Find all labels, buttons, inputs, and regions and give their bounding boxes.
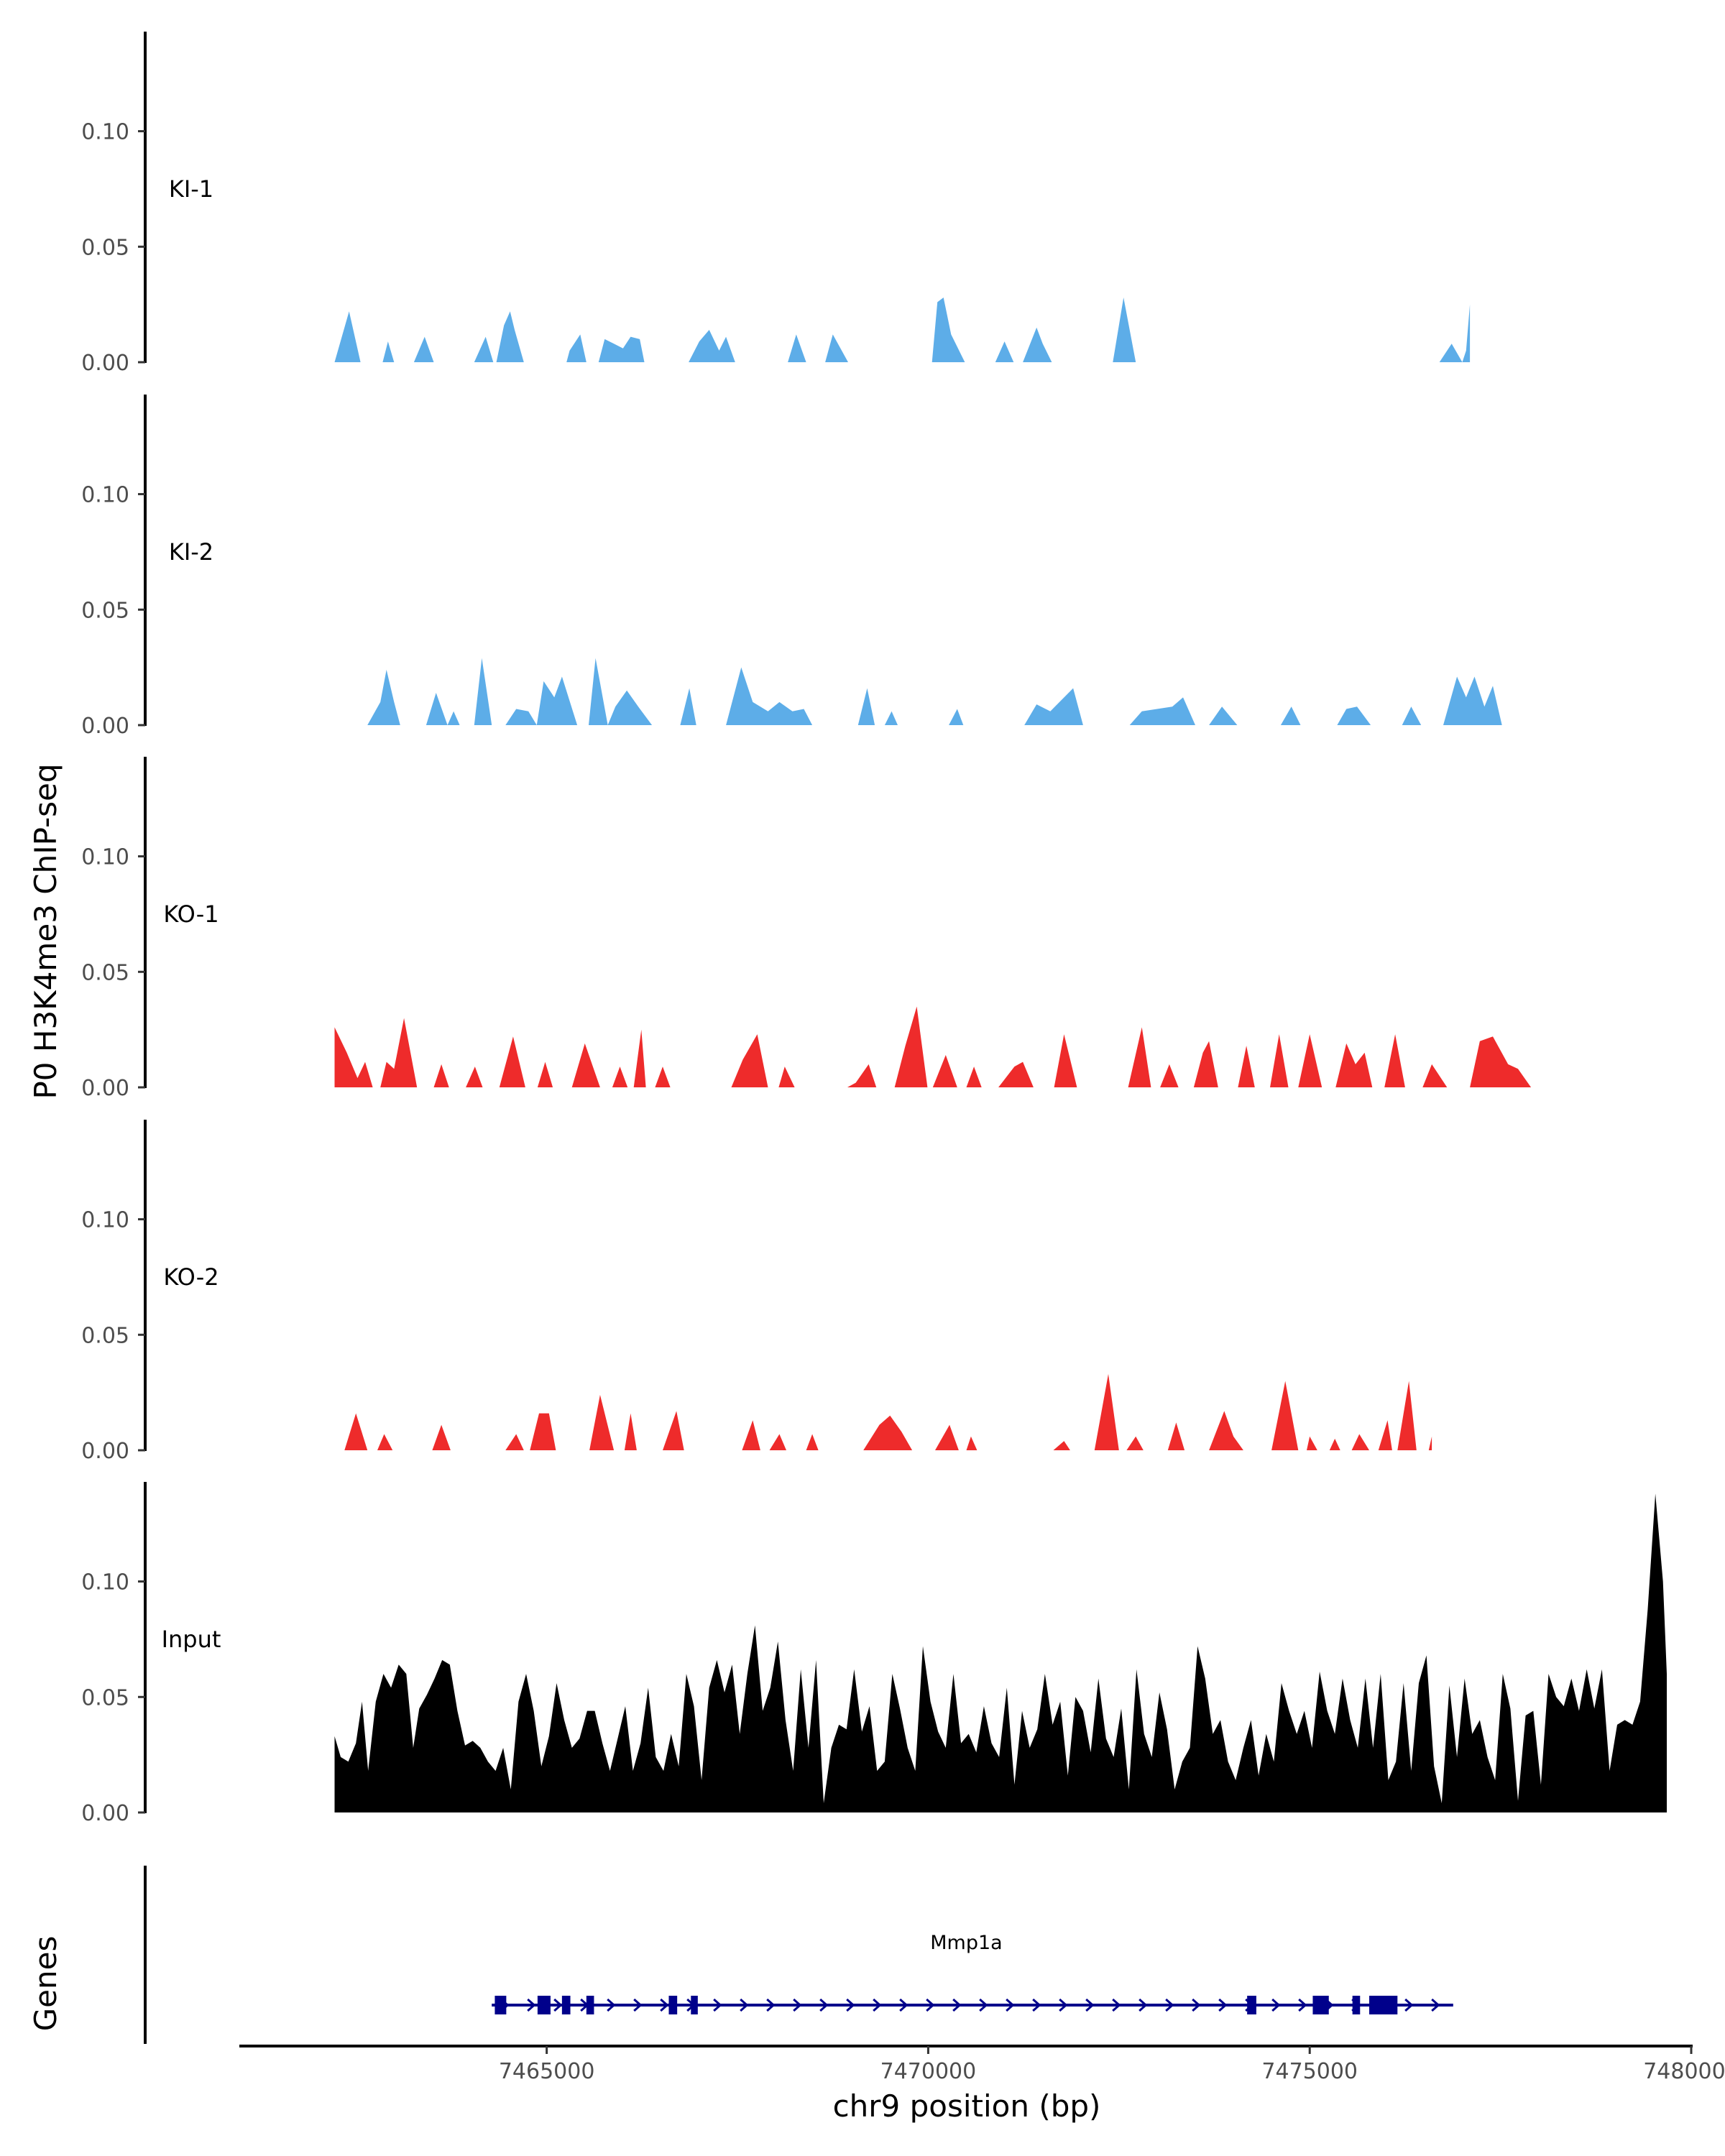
- gene-exon: [586, 1996, 594, 2014]
- strand-arrow: [1431, 1998, 1440, 2012]
- gene-exon: [494, 1996, 507, 2014]
- gene-exon: [668, 1996, 678, 2014]
- x-axis: 7465000 7470000 7475000 7480000: [239, 2045, 1725, 2084]
- y-tick-label: 0.10: [81, 483, 129, 508]
- y-tick-label: 0.00: [81, 714, 129, 739]
- strand-arrow: [952, 1998, 962, 2012]
- strand-arrow: [1271, 1998, 1281, 2012]
- x-tick-label: 7475000: [1261, 2059, 1358, 2084]
- y-tick-label: 0.00: [81, 351, 129, 376]
- track-4: 0.00 0.05 0.10 KO-2: [81, 1120, 1432, 1464]
- track-5: 0.00 0.05 0.10 Input: [81, 1482, 1667, 1826]
- strand-arrow: [846, 1998, 855, 2012]
- signal-area: [344, 1373, 1432, 1450]
- strand-arrow: [926, 1998, 935, 2012]
- track-label: KO-1: [163, 900, 218, 928]
- gene-annotation-panel: Mmp1a: [144, 1866, 1453, 2044]
- strand-arrow: [1298, 1998, 1307, 2012]
- y-tick-label: 0.10: [81, 1208, 129, 1233]
- strand-arrow: [1059, 1998, 1068, 2012]
- y-tick-label: 0.05: [81, 1685, 129, 1710]
- strand-arrow: [553, 1998, 563, 2012]
- y-tick-label: 0.05: [81, 1323, 129, 1348]
- strand-arrow: [766, 1998, 776, 2012]
- track-label: KO-2: [163, 1263, 218, 1291]
- strand-arrow: [793, 1998, 802, 2012]
- track-3: 0.00 0.05 0.10 KO-1: [81, 757, 1532, 1101]
- y-axis-title: P0 H3K4me3 ChIP-seq: [28, 763, 63, 1099]
- signal-tracks: 0.00 0.05 0.10 KI-1 0.00 0.05 0.10 KI-2 0.00 0.05…: [81, 32, 1667, 1826]
- strand-arrow: [1404, 1998, 1414, 2012]
- y-tick-label: 0.10: [81, 120, 129, 145]
- strand-arrow: [1192, 1998, 1201, 2012]
- strand-arrow: [1085, 1998, 1095, 2012]
- strand-arrow: [1006, 1998, 1015, 2012]
- strand-arrow: [899, 1998, 908, 2012]
- x-axis-title: chr9 position (bp): [833, 2088, 1101, 2124]
- gene-name-label: Mmp1a: [930, 1932, 1002, 1954]
- track-label: Input: [162, 1626, 221, 1653]
- strand-arrow: [819, 1998, 829, 2012]
- strand-arrow: [873, 1998, 882, 2012]
- gene-exon: [537, 1996, 551, 2014]
- y-tick-label: 0.05: [81, 598, 129, 623]
- strand-arrow: [1165, 1998, 1174, 2012]
- gene-exon: [1312, 1996, 1329, 2014]
- y-tick-label: 0.05: [81, 235, 129, 260]
- signal-area: [334, 1006, 1532, 1087]
- signal-area: [367, 658, 1502, 725]
- track-label: KI-2: [169, 538, 213, 566]
- y-tick-label: 0.00: [81, 1439, 129, 1464]
- y-tick-label: 0.05: [81, 960, 129, 985]
- gene-exon: [561, 1996, 571, 2014]
- strand-arrow: [607, 1998, 616, 2012]
- gene-exon: [691, 1996, 698, 2014]
- strand-arrow: [1032, 1998, 1041, 2012]
- strand-arrow: [1138, 1998, 1148, 2012]
- gene-exon: [1369, 1996, 1398, 2014]
- track-label: KI-1: [169, 175, 213, 203]
- y-tick-label: 0.10: [81, 845, 129, 870]
- strand-arrow: [1112, 1998, 1121, 2012]
- strand-arrow: [979, 1998, 988, 2012]
- y-tick-label: 0.10: [81, 1570, 129, 1595]
- strand-arrow: [660, 1998, 669, 2012]
- strand-arrow: [527, 1998, 536, 2012]
- x-tick-label: 7470000: [880, 2059, 977, 2084]
- x-tick-label: 7465000: [499, 2059, 595, 2084]
- strand-arrow: [740, 1998, 749, 2012]
- strand-arrow: [713, 1998, 722, 2012]
- gene-exon: [1247, 1996, 1256, 2014]
- x-tick-label: 7480000: [1643, 2059, 1725, 2084]
- y-tick-label: 0.00: [81, 1076, 129, 1101]
- signal-area: [334, 298, 1471, 362]
- y-tick-label: 0.00: [81, 1801, 129, 1826]
- track-2: 0.00 0.05 0.10 KI-2: [81, 395, 1502, 739]
- strand-arrow: [633, 1998, 643, 2012]
- strand-arrow: [1218, 1998, 1228, 2012]
- signal-area: [334, 1493, 1667, 1812]
- gene-panel-title: Genes: [28, 1936, 63, 2032]
- track-1: 0.00 0.05 0.10 KI-1: [81, 32, 1471, 376]
- gene-exon: [1352, 1996, 1361, 2014]
